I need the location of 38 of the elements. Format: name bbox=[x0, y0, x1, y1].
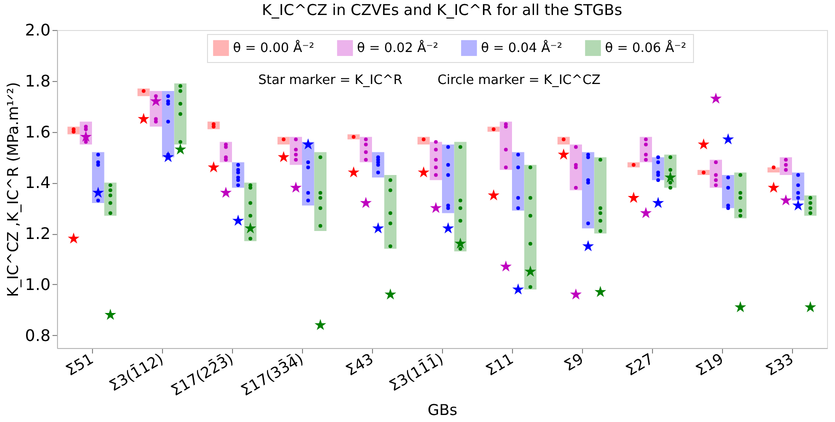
legend-label: θ = 0.00 Å⁻² bbox=[233, 39, 314, 56]
bar bbox=[500, 122, 512, 170]
legend-label: θ = 0.02 Å⁻² bbox=[357, 39, 438, 56]
annotation: Circle marker = K_IC^CZ bbox=[438, 73, 601, 88]
x-tick-label: Σ43 bbox=[342, 350, 376, 380]
bar bbox=[384, 175, 396, 249]
annotation: Star marker = K_IC^R bbox=[258, 73, 402, 88]
y-tick-label: 2.0 bbox=[25, 20, 50, 40]
bar bbox=[570, 144, 582, 190]
x-tick-label: Σ19 bbox=[692, 350, 726, 380]
legend-label: θ = 0.04 Å⁻² bbox=[481, 39, 562, 56]
y-tick-label: 1.8 bbox=[25, 71, 50, 90]
bar bbox=[582, 152, 594, 228]
x-tick-label: Σ33 bbox=[762, 350, 796, 380]
y-tick-label: 1.6 bbox=[25, 122, 50, 142]
y-tick-label: 1.0 bbox=[25, 274, 50, 294]
bar bbox=[512, 152, 524, 211]
x-tick-label: Σ9 bbox=[561, 350, 586, 375]
y-tick-label: 1.4 bbox=[25, 173, 50, 192]
y-tick-label: 1.2 bbox=[25, 224, 50, 244]
bar bbox=[162, 91, 174, 158]
x-tick-label: Σ27 bbox=[622, 350, 656, 380]
legend-label: θ = 0.06 Å⁻² bbox=[605, 39, 686, 56]
bar bbox=[594, 157, 606, 234]
chart-title: K_IC^CZ in CZVEs and K_IC^R for all the STGBs bbox=[262, 1, 622, 19]
bar bbox=[734, 172, 746, 218]
bar bbox=[454, 142, 466, 252]
y-tick-label: 0.8 bbox=[25, 326, 50, 345]
x-tick-label: Σ11 bbox=[482, 350, 516, 380]
bar bbox=[174, 83, 186, 144]
x-axis-title: GBs bbox=[428, 400, 458, 419]
bar bbox=[314, 152, 326, 231]
bar bbox=[722, 175, 734, 208]
y-axis-title: K_IC^CZ ,K_IC^R (MPa.m¹ᐟ²) bbox=[4, 82, 22, 298]
bar bbox=[768, 167, 780, 172]
x-tick-label: Σ51 bbox=[62, 350, 96, 380]
bar bbox=[524, 164, 536, 290]
bar bbox=[442, 144, 454, 214]
